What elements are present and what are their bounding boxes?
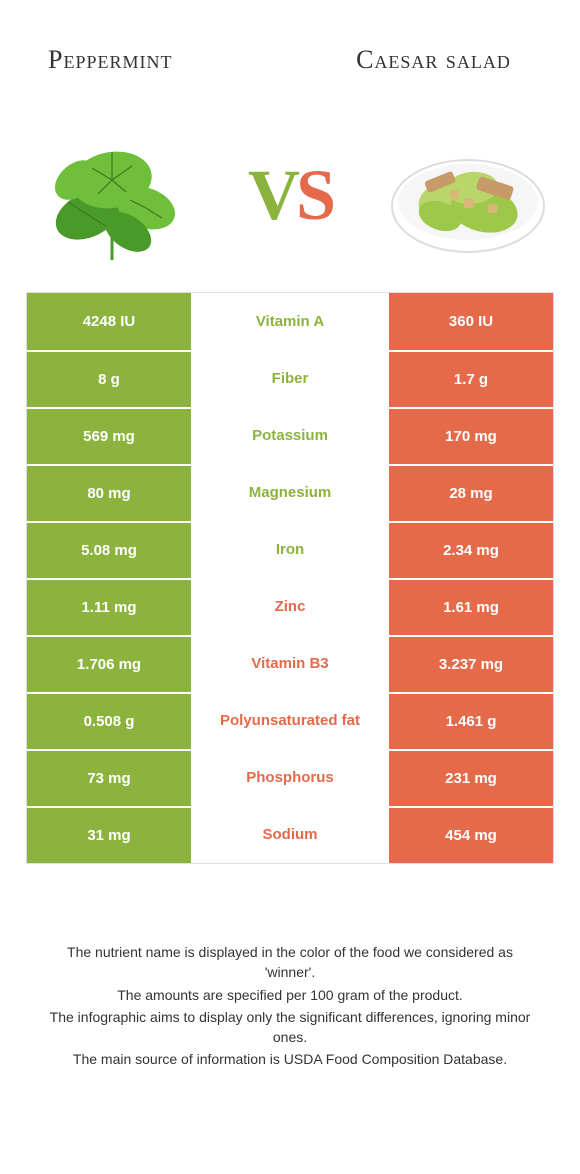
vs-label: VS bbox=[248, 159, 332, 231]
left-value: 4248 IU bbox=[27, 293, 191, 350]
nutrient-label: Magnesium bbox=[191, 464, 389, 521]
left-value: 31 mg bbox=[27, 806, 191, 863]
nutrient-label: Vitamin B3 bbox=[191, 635, 389, 692]
footnote-line: The main source of information is USDA F… bbox=[40, 1049, 540, 1069]
nutrient-label: Phosphorus bbox=[191, 749, 389, 806]
table-row: 80 mgMagnesium28 mg bbox=[27, 464, 553, 521]
left-value: 80 mg bbox=[27, 464, 191, 521]
peppermint-image bbox=[28, 120, 196, 270]
footnote-line: The amounts are specified per 100 gram o… bbox=[40, 985, 540, 1005]
table-row: 31 mgSodium454 mg bbox=[27, 806, 553, 863]
nutrient-label: Zinc bbox=[191, 578, 389, 635]
left-food-title: Peppermint bbox=[38, 45, 265, 75]
nutrient-label: Sodium bbox=[191, 806, 389, 863]
nutrient-label: Iron bbox=[191, 521, 389, 578]
right-value: 1.7 g bbox=[389, 350, 553, 407]
right-value: 28 mg bbox=[389, 464, 553, 521]
footnote-line: The nutrient name is displayed in the co… bbox=[40, 942, 540, 983]
nutrient-label: Vitamin A bbox=[191, 293, 389, 350]
left-value: 1.11 mg bbox=[27, 578, 191, 635]
table-row: 5.08 mgIron2.34 mg bbox=[27, 521, 553, 578]
left-value: 569 mg bbox=[27, 407, 191, 464]
table-row: 0.508 gPolyunsaturated fat1.461 g bbox=[27, 692, 553, 749]
right-value: 454 mg bbox=[389, 806, 553, 863]
right-value: 360 IU bbox=[389, 293, 553, 350]
nutrient-label: Potassium bbox=[191, 407, 389, 464]
table-row: 569 mgPotassium170 mg bbox=[27, 407, 553, 464]
table-row: 4248 IUVitamin A360 IU bbox=[27, 293, 553, 350]
vs-s: S bbox=[296, 155, 332, 235]
comparison-table: 4248 IUVitamin A360 IU8 gFiber1.7 g569 m… bbox=[26, 292, 554, 864]
left-value: 73 mg bbox=[27, 749, 191, 806]
right-value: 1.461 g bbox=[389, 692, 553, 749]
right-value: 170 mg bbox=[389, 407, 553, 464]
vs-v: V bbox=[248, 155, 296, 235]
table-row: 8 gFiber1.7 g bbox=[27, 350, 553, 407]
right-value: 3.237 mg bbox=[389, 635, 553, 692]
right-value: 1.61 mg bbox=[389, 578, 553, 635]
left-value: 1.706 mg bbox=[27, 635, 191, 692]
nutrient-label: Fiber bbox=[191, 350, 389, 407]
table-row: 73 mgPhosphorus231 mg bbox=[27, 749, 553, 806]
left-value: 8 g bbox=[27, 350, 191, 407]
right-food-title: Caesar salad bbox=[265, 45, 542, 75]
right-value: 2.34 mg bbox=[389, 521, 553, 578]
caesar-salad-image bbox=[384, 120, 552, 270]
images-row: VS bbox=[0, 116, 580, 292]
left-value: 0.508 g bbox=[27, 692, 191, 749]
header: Peppermint Caesar salad bbox=[0, 0, 580, 116]
footnote-line: The infographic aims to display only the… bbox=[40, 1007, 540, 1048]
nutrient-label: Polyunsaturated fat bbox=[191, 692, 389, 749]
table-row: 1.706 mgVitamin B33.237 mg bbox=[27, 635, 553, 692]
table-row: 1.11 mgZinc1.61 mg bbox=[27, 578, 553, 635]
right-value: 231 mg bbox=[389, 749, 553, 806]
footnotes: The nutrient name is displayed in the co… bbox=[40, 942, 540, 1070]
left-value: 5.08 mg bbox=[27, 521, 191, 578]
